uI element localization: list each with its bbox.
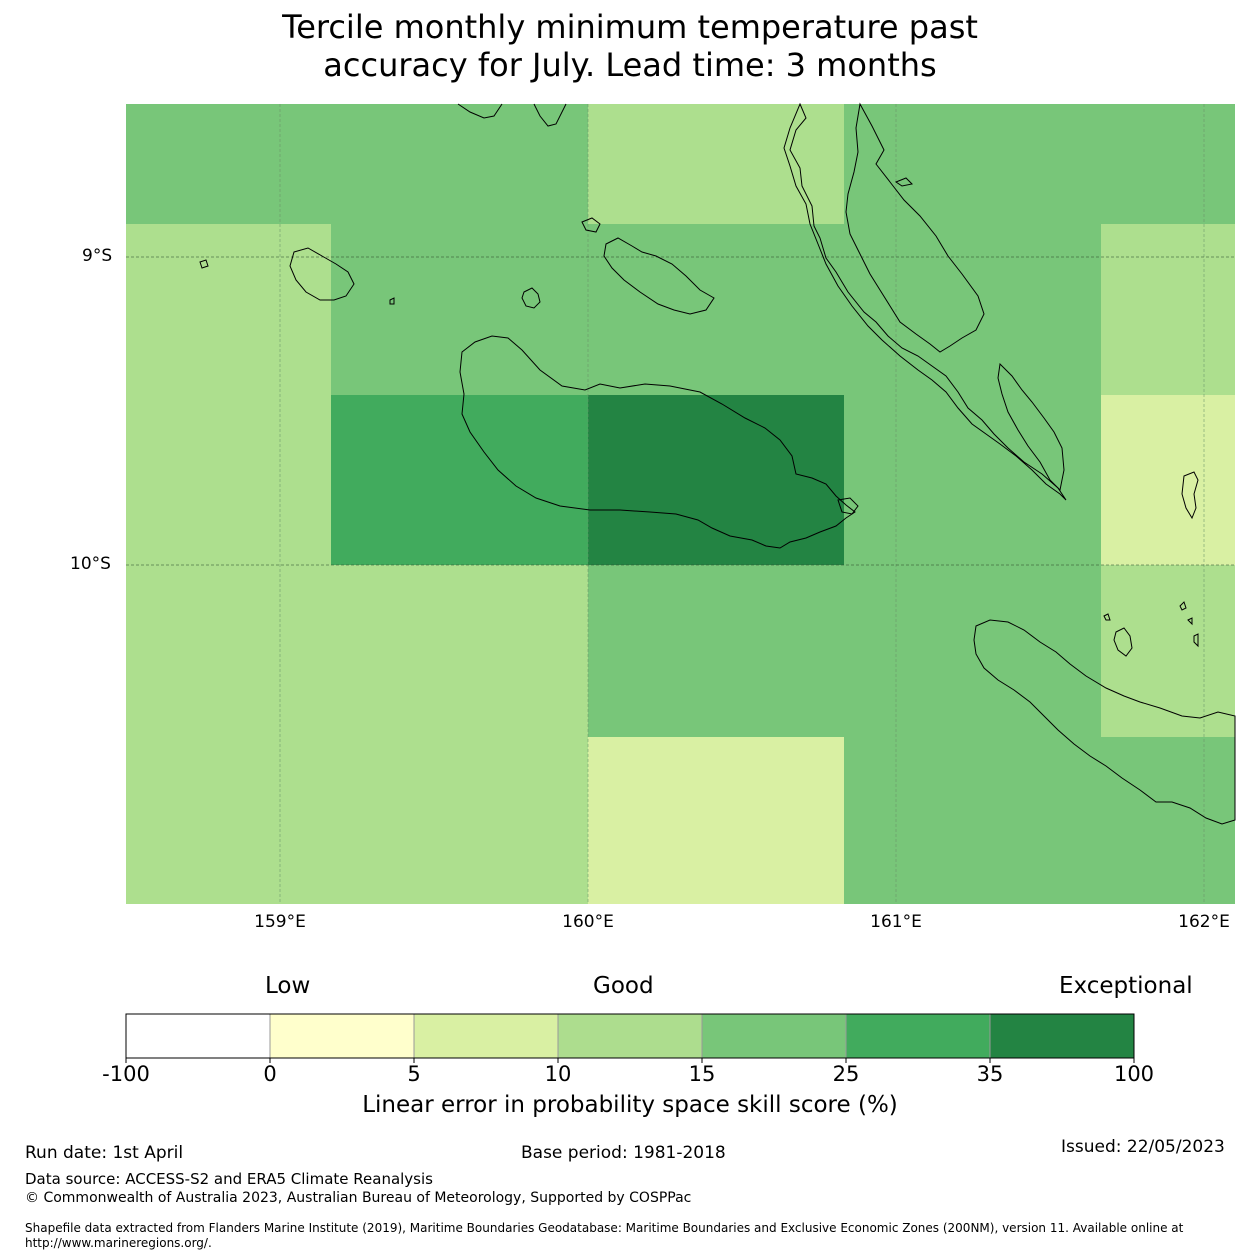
- island-outline-east-1: [1181, 471, 1199, 520]
- category-label-low: Low: [265, 973, 311, 999]
- colorbar-bin-5-10: [414, 1014, 558, 1058]
- shapefile-credit-line-2: http://www.marineregions.org/.: [25, 1236, 212, 1250]
- colorbar-bin-neg100-0: [126, 1014, 270, 1058]
- colorbar-bin-15-25: [702, 1014, 846, 1058]
- grid-cell: [588, 104, 844, 224]
- island-outline-small-3: [581, 217, 601, 233]
- grid-cell: [844, 737, 1235, 904]
- colorbar-tick-label: 100: [1113, 1062, 1155, 1086]
- grid-cell: [1101, 565, 1235, 737]
- island-outline-east-6: [1193, 633, 1199, 648]
- island-outline-small-malaita: [997, 362, 1065, 492]
- lon-label-160e: 160°E: [562, 912, 614, 932]
- colorbar: [125, 1013, 1135, 1063]
- colorbar-tick-label: -100: [102, 1062, 150, 1086]
- colorbar-tick-label: 10: [544, 1062, 572, 1086]
- island-outline-small-1: [199, 259, 209, 269]
- colorbar-bin-35-100: [990, 1014, 1134, 1058]
- grid-cell: [844, 395, 1101, 565]
- colorbar-tick-label: 5: [407, 1062, 421, 1086]
- island-outline-east-5: [1187, 617, 1193, 626]
- base-period: Base period: 1981-2018: [521, 1143, 726, 1163]
- grid-cell: [588, 737, 844, 904]
- grid-cell: [331, 224, 1101, 395]
- island-outline-guadalcanal: [459, 335, 856, 549]
- shapefile-credit-line-1: Shapefile data extracted from Flanders M…: [25, 1221, 1184, 1235]
- issued-date: Issued: 22/05/2023: [1061, 1137, 1225, 1157]
- colorbar-tick-label: 35: [976, 1062, 1004, 1086]
- grid-cell: [1101, 395, 1235, 565]
- island-outline-savo: [521, 287, 541, 309]
- data-source: Data source: ACCESS-S2 and ERA5 Climate …: [25, 1170, 433, 1188]
- skill-score-grid: [126, 104, 1235, 904]
- island-outline-north-shore: [457, 103, 567, 127]
- lat-label-10s: 10°S: [70, 554, 111, 574]
- lon-label-162e: 162°E: [1178, 912, 1230, 932]
- graticule: [126, 104, 1235, 904]
- coastlines: [199, 102, 1236, 825]
- lon-label-161e: 161°E: [870, 912, 922, 932]
- grid-cell: [331, 395, 588, 565]
- grid-cell: [126, 224, 331, 395]
- island-outline-russell: [289, 247, 355, 301]
- lat-label-9s: 9°S: [82, 246, 113, 266]
- grid-cell: [126, 565, 588, 737]
- colorbar-tick-label: 25: [832, 1062, 860, 1086]
- grid-cell: [844, 104, 1235, 224]
- category-label-good: Good: [593, 973, 654, 999]
- island-outline-small-4: [894, 177, 914, 187]
- island-outline-east-3: [1103, 613, 1111, 621]
- colorbar-frame: [125, 1013, 1135, 1059]
- grid-cell: [126, 737, 588, 904]
- run-date: Run date: 1st April: [25, 1143, 184, 1163]
- grid-cell: [1101, 224, 1235, 395]
- colorbar-title: Linear error in probability space skill …: [362, 1092, 898, 1118]
- grid-cell: [588, 565, 1101, 737]
- lon-label-159e: 159°E: [254, 912, 306, 932]
- island-outline-malaita-north: [845, 102, 985, 353]
- grid-cell: [126, 395, 331, 565]
- colorbar-bin-25-35: [846, 1014, 990, 1058]
- colorbar-bin-0-5: [270, 1014, 414, 1058]
- colorbar-tick-label: 15: [688, 1062, 716, 1086]
- island-outline-florida: [603, 237, 715, 315]
- island-outline-east-4: [1179, 601, 1187, 611]
- grid-cell: [588, 395, 844, 565]
- island-outline-east-2: [1113, 627, 1133, 657]
- island-outline-makira: [973, 619, 1236, 825]
- island-outline-small-2: [389, 297, 395, 305]
- copyright-notice: © Commonwealth of Australia 2023, Austra…: [25, 1190, 692, 1206]
- figure-title-line-2: accuracy for July. Lead time: 3 months: [323, 46, 937, 84]
- grid-cell: [126, 104, 588, 224]
- category-label-exceptional: Exceptional: [1059, 973, 1193, 999]
- figure-title-line-1: Tercile monthly minimum temperature past: [282, 8, 978, 46]
- colorbar-bin-10-15: [558, 1014, 702, 1058]
- colorbar-tick-label: 0: [263, 1062, 277, 1086]
- island-outline-guadalcanal-cape: [837, 497, 859, 515]
